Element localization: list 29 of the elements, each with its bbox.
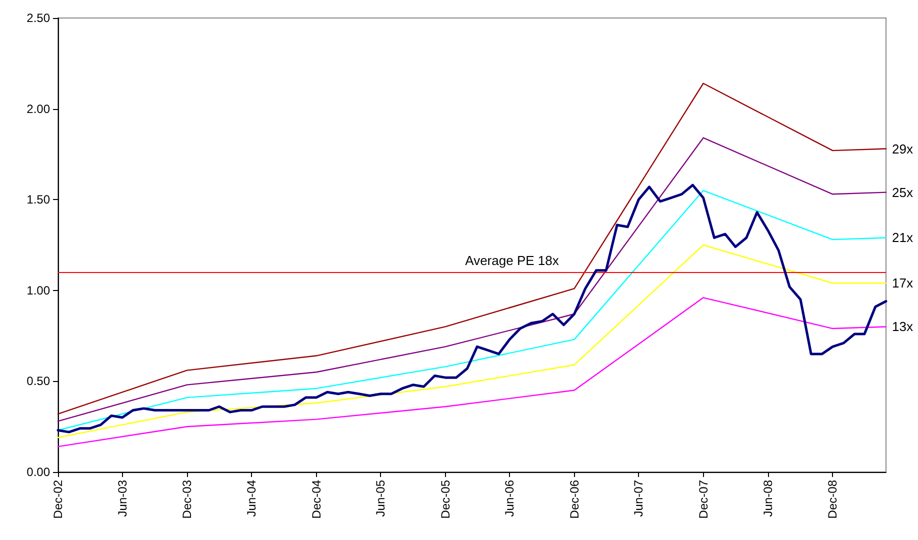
series-label: 17x (892, 276, 914, 291)
line-series (57, 297, 887, 448)
x-tick-label: Dec-06 (567, 480, 582, 519)
x-tick-label: Dec-05 (438, 480, 452, 519)
line-series (57, 137, 887, 422)
y-tick-label: 1.50 (26, 192, 50, 207)
x-tick-label: Jun-08 (760, 480, 775, 517)
y-tick-label: 2.50 (26, 11, 50, 25)
line-series (57, 244, 887, 438)
series-label: 29x (892, 141, 914, 156)
series-label: 25x (892, 184, 914, 200)
x-tick-label: Dec-07 (696, 480, 710, 519)
y-tick-label: 0.00 (26, 465, 50, 479)
ref-line-label: Average PE 18x (465, 253, 560, 268)
x-tick-label: Jun-06 (502, 480, 517, 517)
series-label: 13x (892, 319, 914, 334)
y-tick-label: 0.50 (26, 374, 50, 388)
x-tick-label: Dec-03 (180, 480, 194, 519)
x-tick-label: Dec-08 (826, 480, 840, 519)
x-tick-label: Dec-02 (51, 480, 65, 519)
y-tick-label: 2.00 (26, 102, 50, 116)
x-tick-label: Jun-03 (115, 480, 130, 517)
y-tick-label: 1.00 (26, 283, 50, 298)
x-tick-label: Jun-04 (244, 480, 259, 517)
series-label: 21x (892, 230, 914, 246)
x-tick-label: Jun-05 (374, 480, 388, 517)
x-tick-label: Jun-07 (632, 480, 646, 517)
line-series (57, 82, 887, 414)
x-tick-label: Dec-04 (309, 480, 324, 519)
